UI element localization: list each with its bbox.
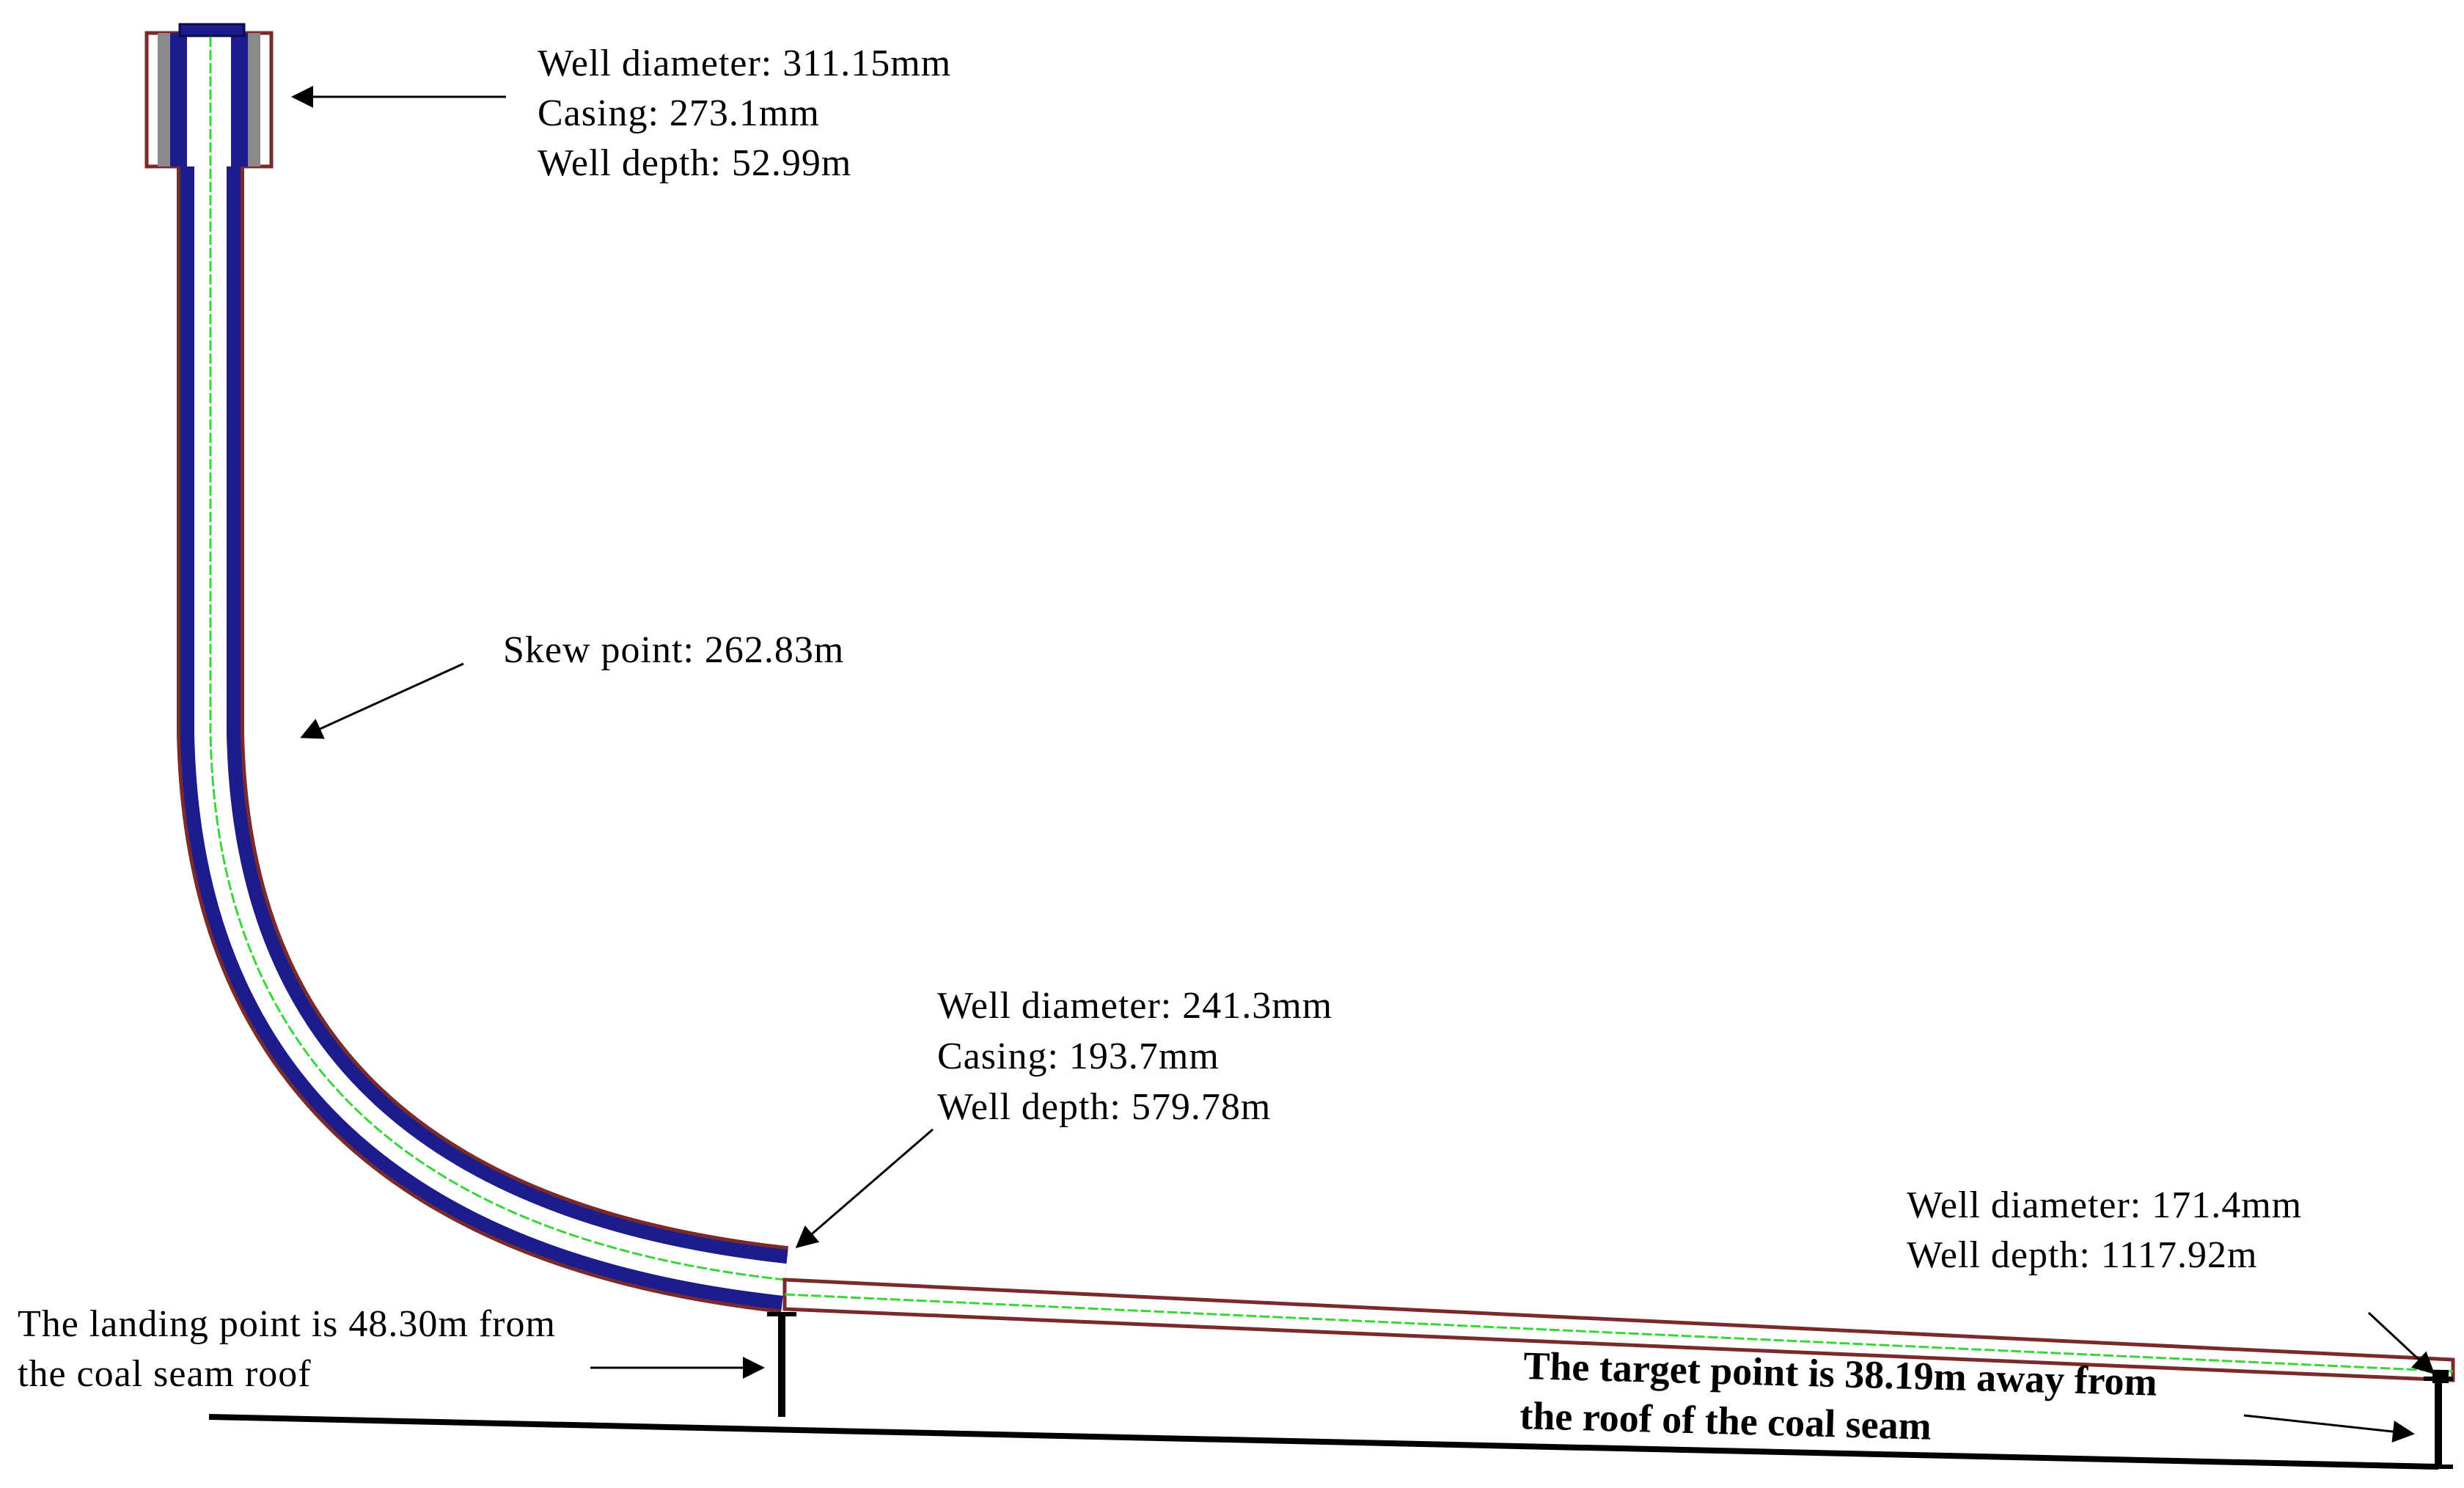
landing-point-label-line1: The landing point is 48.30m from bbox=[18, 1303, 556, 1345]
landing-point-label-line2: the coal seam roof bbox=[18, 1353, 312, 1395]
second-section-arrow bbox=[795, 1128, 934, 1248]
skew-annotation: Skew point: 262.83m bbox=[503, 629, 844, 671]
second-diameter-label: Well diameter: 241.3mm bbox=[937, 985, 1332, 1027]
second-section-annotation: Well diameter: 241.3mm Casing: 193.7mm W… bbox=[937, 985, 1332, 1128]
second-depth-label: Well depth: 579.78m bbox=[937, 1086, 1271, 1128]
horizontal-section-annotation: Well diameter: 171.4mm Well depth: 1117.… bbox=[1907, 1184, 2302, 1276]
target-point-label-line2: the roof of the coal seam bbox=[1519, 1393, 1932, 1448]
horizontal-depth-label: Well depth: 1117.92m bbox=[1907, 1234, 2257, 1276]
wellhead-diameter-label: Well diameter: 311.15mm bbox=[538, 43, 951, 84]
coal-seam-roof-line bbox=[208, 1414, 2439, 1470]
target-annotation: The target point is 38.19m away from the… bbox=[1519, 1344, 2158, 1448]
wellhead-annotation: Well diameter: 311.15mm Casing: 273.1mm … bbox=[538, 43, 951, 184]
wellhead-casing-label: Casing: 273.1mm bbox=[538, 92, 820, 134]
landing-annotation: The landing point is 48.30m from the coa… bbox=[18, 1303, 556, 1395]
annotation-arrows bbox=[291, 86, 2435, 1443]
second-casing-label: Casing: 193.7mm bbox=[937, 1036, 1220, 1077]
landing-point-marker bbox=[767, 1312, 796, 1417]
horizontal-section-arrow bbox=[2367, 1311, 2435, 1375]
wellhead-depth-label: Well depth: 52.99m bbox=[538, 142, 851, 184]
target-point-arrow bbox=[2243, 1414, 2415, 1443]
surface-casing bbox=[144, 23, 274, 169]
well-casing-section bbox=[177, 37, 789, 1313]
horizontal-diameter-label: Well diameter: 171.4mm bbox=[1907, 1184, 2302, 1226]
target-point-marker bbox=[2424, 1370, 2453, 1469]
skew-point-label: Skew point: 262.83m bbox=[503, 629, 844, 671]
skew-point-arrow bbox=[300, 662, 464, 739]
